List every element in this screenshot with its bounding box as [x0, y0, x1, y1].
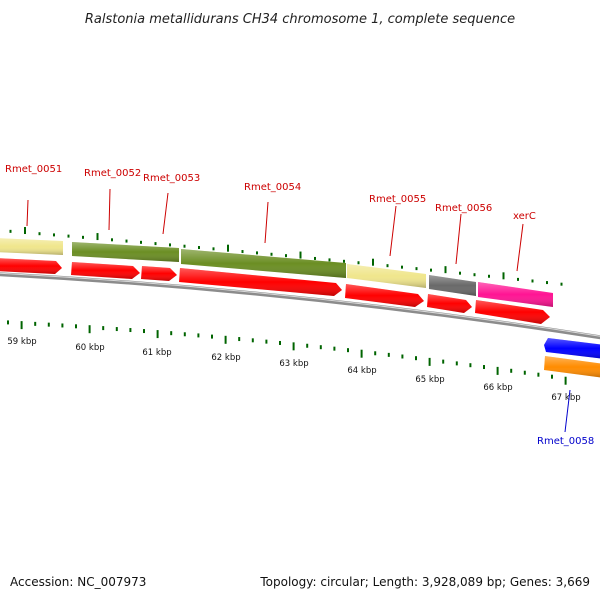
- cds-rmet-0053-arrow[interactable]: [141, 266, 177, 281]
- kbp-ruler: 59 kbp 60 kbp 61 kbp 62 kbp 63 kbp 64 kbp 65 k…: [7, 320, 581, 403]
- kbp-label: 65 kbp: [415, 375, 444, 385]
- kbp-label: 64 kbp: [347, 366, 376, 376]
- cds-rmet-0056-arrow[interactable]: [427, 294, 472, 313]
- label-rmet-0056[interactable]: Rmet_0056: [435, 203, 492, 214]
- kbp-label: 66 kbp: [483, 383, 512, 393]
- kbp-label: 59 kbp: [7, 337, 36, 347]
- label-rmet-0054[interactable]: Rmet_0054: [244, 182, 301, 193]
- cds-rmet-0052-arrow[interactable]: [71, 262, 140, 279]
- label-rmet-0052[interactable]: Rmet_0052: [84, 168, 141, 179]
- gene-labels: Rmet_0051 Rmet_0052 Rmet_0053 Rmet_0054 …: [5, 164, 594, 447]
- label-rmet-0055[interactable]: Rmet_0055: [369, 194, 426, 205]
- gene-rmet-0058-arrow[interactable]: [544, 338, 600, 359]
- kbp-label: 62 kbp: [211, 353, 240, 363]
- topology-summary: Topology: circular; Length: 3,928,089 bp…: [259, 575, 590, 589]
- accession-text: Accession: NC_007973: [10, 575, 146, 589]
- kbp-label: 63 kbp: [279, 359, 308, 369]
- chromosome-backbone: [0, 272, 600, 340]
- gene-rmet-0051-block[interactable]: [0, 238, 63, 255]
- label-xerc[interactable]: xerC: [513, 211, 536, 222]
- gene-rmet-0055-block[interactable]: [347, 264, 426, 288]
- gene-rmet-0052-block[interactable]: [72, 242, 179, 262]
- map-title: Ralstonia metallidurans CH34 chromosome …: [85, 12, 515, 27]
- kbp-label: 61 kbp: [142, 348, 171, 358]
- kbp-label: 60 kbp: [75, 343, 104, 353]
- cds-rmet-0051-arrow[interactable]: [0, 258, 62, 274]
- label-leaders: [26, 188, 571, 433]
- gene-features: [0, 238, 600, 378]
- label-rmet-0053[interactable]: Rmet_0053: [143, 173, 200, 184]
- label-rmet-0058[interactable]: Rmet_0058: [537, 436, 594, 447]
- gene-rmet-0056-block[interactable]: [429, 275, 476, 296]
- kbp-label: 67 kbp: [551, 393, 580, 403]
- label-rmet-0051[interactable]: Rmet_0051: [5, 164, 62, 175]
